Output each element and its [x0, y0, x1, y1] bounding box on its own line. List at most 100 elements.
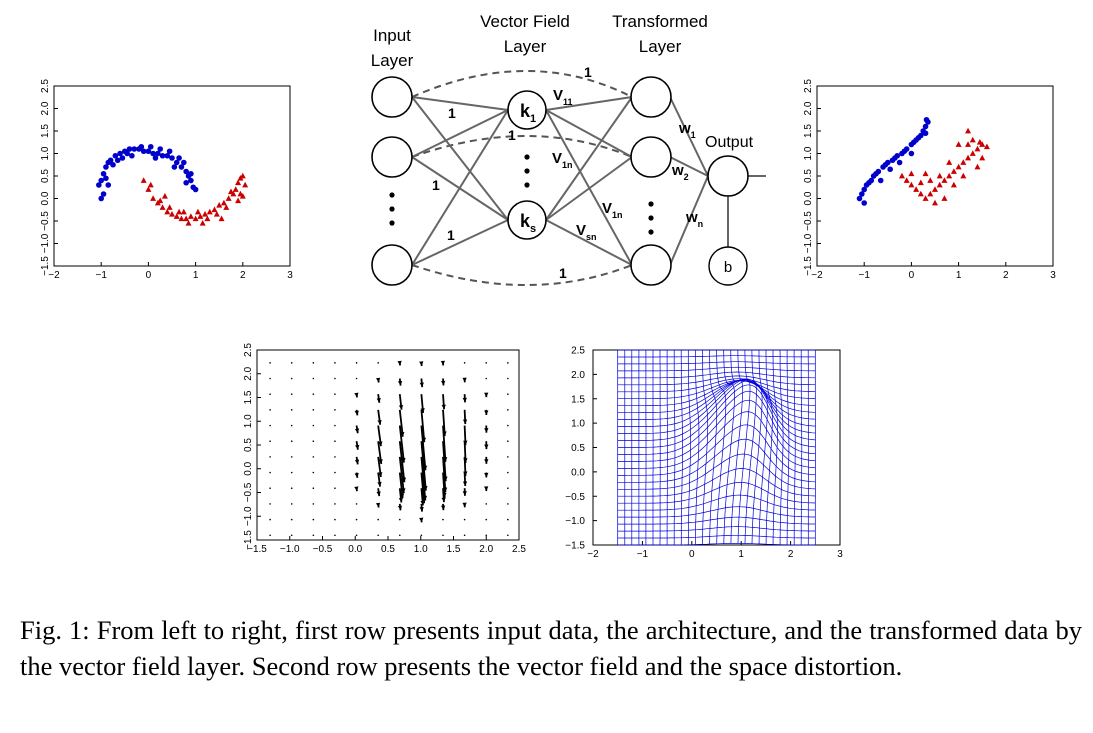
vector-point [312, 393, 315, 395]
data-point-circle [119, 155, 126, 161]
data-point-triangle [917, 190, 924, 197]
data-point-circle [171, 164, 178, 170]
grid-line-vertical [673, 350, 676, 545]
vector-point [269, 409, 271, 411]
transformed-node-n [630, 244, 672, 286]
grid-line-horizontal [617, 366, 816, 372]
data-point-triangle [941, 177, 948, 183]
data-point-circle [868, 177, 875, 184]
x-tick-label: 1 [956, 270, 962, 281]
data-point-triangle [161, 192, 168, 199]
y-tick-label: −0.5 [803, 211, 814, 231]
x-tick-label: 3 [837, 549, 843, 560]
data-point-circle [96, 182, 102, 188]
vector-arrowhead [441, 380, 446, 386]
data-point-circle [863, 182, 870, 188]
vector-arrowhead [422, 465, 428, 471]
vector-point [355, 362, 358, 364]
vector-point [507, 503, 509, 505]
vector-point [355, 518, 358, 521]
vector-point [269, 471, 271, 474]
data-point-triangle [216, 201, 223, 208]
data-point-triangle [218, 215, 225, 222]
vector-arrowhead [398, 404, 404, 410]
data-point-circle [145, 148, 152, 155]
vector-arrowhead [422, 495, 428, 501]
grid-line-vertical [779, 349, 784, 545]
vector-arrowhead [443, 476, 448, 482]
weight-label-2: 1 [432, 177, 440, 193]
grid-line-horizontal [617, 355, 816, 358]
vector-arrowhead [400, 431, 405, 437]
vector-arrowhead [354, 428, 360, 434]
w-label-2: w2 [671, 162, 689, 182]
data-point-triangle [932, 199, 938, 206]
data-point-circle [861, 186, 867, 193]
data-point-triangle [232, 186, 239, 192]
data-point-triangle [974, 163, 981, 170]
data-point-triangle [965, 154, 972, 161]
data-point-triangle [166, 204, 173, 210]
y-tick-label: 1.0 [40, 146, 51, 160]
vector-point [334, 503, 336, 505]
y-tick-label: 1.0 [803, 146, 814, 160]
y-tick-label: 1.5 [40, 124, 51, 138]
vector-arrowhead [397, 380, 403, 386]
vector-arrowhead [441, 404, 446, 410]
y-tick-label: 1.5 [243, 390, 254, 404]
kernel-transformed-edges [545, 96, 633, 266]
vector-field-layer-header-line1: Vector Field [480, 12, 570, 31]
x-tick-label: 3 [287, 270, 293, 281]
data-point-circle [183, 179, 189, 186]
data-point-circle [150, 150, 156, 157]
vector-point [507, 362, 509, 364]
vector-arrow [398, 441, 406, 483]
vector-point [398, 518, 401, 521]
y-tick-label: 1.5 [803, 124, 814, 138]
vector-point [507, 377, 509, 380]
data-point-triangle [180, 208, 187, 215]
grid-line-vertical [772, 350, 778, 545]
data-point-triangle [140, 177, 147, 183]
input-node-n [371, 244, 413, 286]
vector-arrowhead [354, 410, 359, 416]
data-point-circle [138, 143, 145, 150]
data-point-circle [140, 148, 147, 155]
data-point-triangle [946, 159, 953, 165]
vector-point [485, 503, 488, 505]
y-tick-label: 2.0 [571, 370, 585, 381]
data-point-triangle [983, 143, 990, 150]
data-point-triangle [183, 215, 190, 222]
vector-point [442, 518, 444, 521]
vector-point [377, 518, 379, 521]
vector-point [420, 534, 423, 537]
vector-arrowhead [484, 459, 489, 464]
data-point-triangle [969, 136, 976, 143]
data-point-circle [910, 139, 917, 146]
vector-point [269, 503, 271, 505]
vector-point [377, 362, 379, 364]
vector-point [312, 534, 315, 537]
y-tick-label: −1.5 [803, 256, 814, 276]
vector-arrowhead [375, 502, 381, 508]
vector-point [312, 487, 315, 490]
data-point-circle [126, 146, 133, 152]
grid-line-horizontal [617, 494, 816, 511]
x-tick-label: 3 [1050, 270, 1056, 281]
y-tick-label: −0.5 [40, 211, 51, 231]
vector-point [290, 440, 293, 442]
vector-arrowhead [484, 486, 489, 491]
vector-arrowhead [398, 497, 404, 503]
vector-arrowhead [442, 492, 447, 498]
vector-point [269, 534, 271, 537]
vector-point [290, 456, 293, 458]
data-point-circle [908, 150, 915, 157]
x-tick-label: −2 [811, 270, 823, 281]
v-label-1n-b: V1n [602, 200, 623, 220]
y-tick-label: 2.5 [40, 79, 51, 93]
vector-arrowhead [441, 505, 446, 511]
data-point-triangle [225, 195, 232, 201]
data-point-triangle [235, 179, 242, 186]
vector-point [334, 409, 336, 411]
transformed-ellipsis-dots [648, 201, 654, 235]
